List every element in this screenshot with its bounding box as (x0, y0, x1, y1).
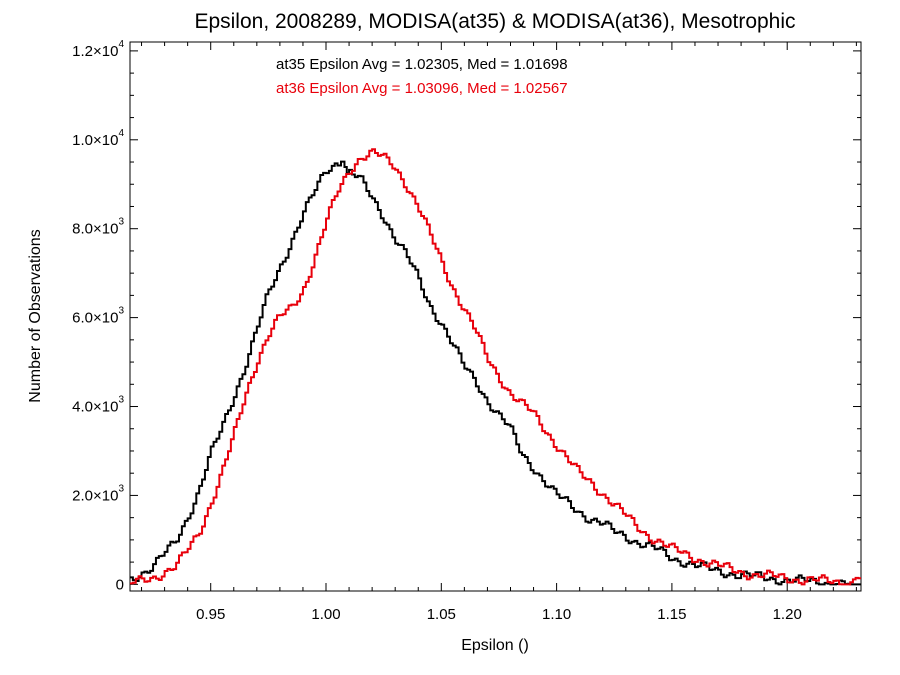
y-tick-label: 2.0×103 (72, 483, 124, 504)
x-tick-label: 1.20 (773, 606, 802, 623)
annotation-group: at35 Epsilon Avg = 1.02305, Med = 1.0169… (276, 56, 568, 97)
y-tick-label: 0 (116, 576, 124, 593)
x-tick-label: 1.15 (657, 606, 686, 623)
y-tick-label: 6.0×103 (72, 306, 124, 327)
y-tick-mantissa: 1.0×10 (72, 132, 118, 149)
y-tick-label: 4.0×103 (72, 395, 124, 416)
y-axis-label: Number of Observations (27, 229, 44, 402)
plot-frame (129, 41, 862, 592)
x-tick-label: 1.05 (427, 606, 456, 623)
x-axis-label: Epsilon () (461, 637, 529, 654)
y-tick-exponent: 3 (118, 483, 124, 494)
x-tick-label: 1.10 (542, 606, 571, 623)
series-2-line (130, 148, 861, 586)
y-tick-mantissa: 4.0×10 (72, 399, 118, 416)
y-tick-mantissa: 1.2×10 (72, 43, 118, 60)
y-tick-exponent: 4 (118, 39, 124, 50)
y-tick-exponent: 4 (118, 128, 124, 139)
chart-title: Epsilon, 2008289, MODISA(at35) & MODISA(… (194, 10, 795, 33)
y-tick-mantissa: 6.0×10 (72, 310, 118, 327)
annotation-text-1: at35 Epsilon Avg = 1.02305, Med = 1.0169… (276, 56, 568, 73)
y-tick-exponent: 3 (118, 306, 124, 317)
series-1-line (130, 160, 861, 586)
y-tick-label: 8.0×103 (72, 217, 124, 238)
y-tick-exponent: 3 (118, 217, 124, 228)
y-tick-mantissa: 8.0×10 (72, 221, 118, 238)
y-tick-label: 1.0×104 (72, 128, 124, 149)
y-tick-mantissa: 2.0×10 (72, 487, 118, 504)
y-tick-exponent: 3 (118, 395, 124, 406)
series-group (130, 148, 861, 586)
x-tick-label: 0.95 (196, 606, 225, 623)
y-tick-mantissa: 0 (116, 576, 124, 593)
annotation-text-2: at36 Epsilon Avg = 1.03096, Med = 1.0256… (276, 80, 568, 97)
x-tick-label: 1.00 (311, 606, 340, 623)
axis-ticks: 0.95 1.00 1.05 1.10 1.15 1.2002.0×1034.0×1036… (72, 39, 861, 623)
y-tick-label: 1.2×104 (72, 39, 124, 60)
